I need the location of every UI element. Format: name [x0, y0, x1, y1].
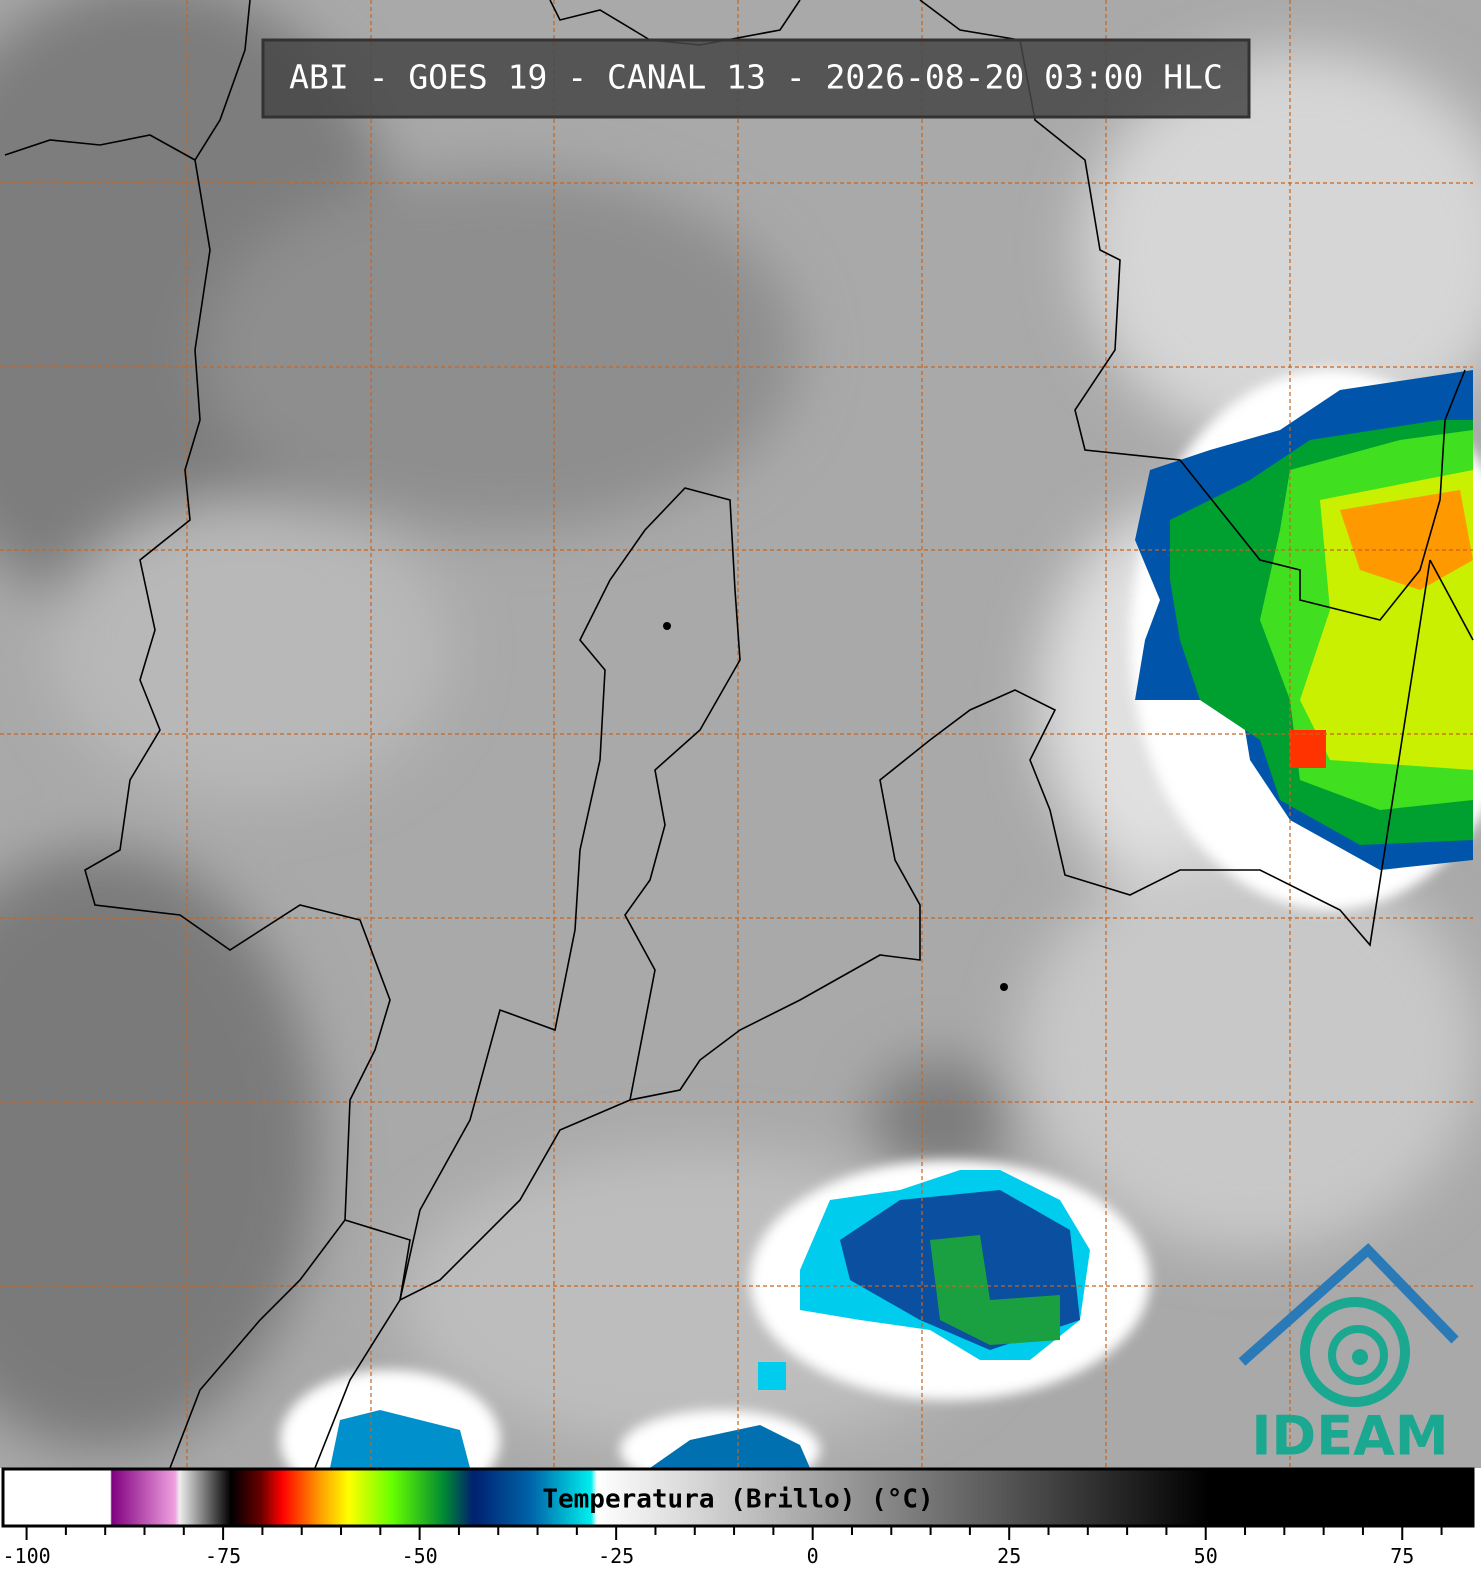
- title-box: [261, 38, 1251, 119]
- logo-text: IDEAM: [1251, 1405, 1448, 1468]
- tick-label: -75: [205, 1544, 241, 1568]
- tick-label: -25: [598, 1544, 634, 1568]
- city-marker: [663, 622, 671, 630]
- colorbar-gradient: [1, 1467, 1475, 1528]
- tick-label: -100: [2, 1544, 50, 1568]
- lat-lon-grid: [0, 0, 1473, 1468]
- tick-label: 75: [1390, 1544, 1414, 1568]
- tick-label: 0: [807, 1544, 819, 1568]
- city-marker: [1000, 983, 1008, 991]
- tick-label: -50: [402, 1544, 438, 1568]
- logo: IDEAM: [1238, 1243, 1459, 1468]
- tick-label: 25: [997, 1544, 1021, 1568]
- colorbar-label: Temperatura (Brillo) (°C): [542, 1485, 933, 1515]
- map-title: ABI - GOES 19 - CANAL 13 - 2026-08-20 03…: [289, 58, 1223, 97]
- tick-label: 50: [1194, 1544, 1218, 1568]
- imagery: [0, 0, 1481, 1510]
- colorbar: Temperatura (Brillo) (°C): [1, 1467, 1475, 1528]
